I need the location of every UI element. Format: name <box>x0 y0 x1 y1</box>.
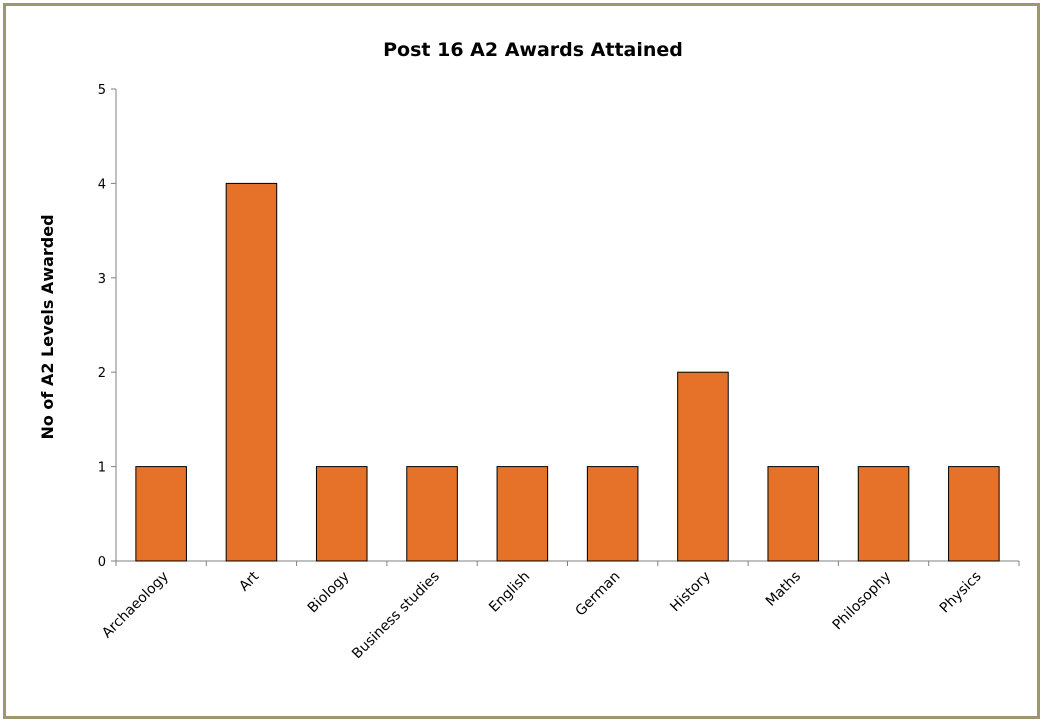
y-tick-label: 3 <box>98 272 106 287</box>
bar-art <box>225 182 278 562</box>
bar-history <box>677 371 729 562</box>
chart-frame: Post 16 A2 Awards Attained No of A2 Leve… <box>3 3 1040 719</box>
bar-philosophy <box>857 466 910 562</box>
x-tick-label: Philosophy <box>830 569 895 634</box>
x-tick-label: History <box>667 569 714 616</box>
bar-biology <box>315 466 368 562</box>
x-tick-label: German <box>573 569 624 620</box>
y-tick-label: 5 <box>98 83 106 98</box>
y-tick-label: 2 <box>98 366 106 381</box>
y-tick-label: 1 <box>98 461 106 476</box>
bar-german <box>586 466 639 562</box>
x-tick-label: Maths <box>763 569 804 610</box>
y-tick-labels: 0 1 2 3 4 5 <box>98 83 106 570</box>
x-tick-label: English <box>486 569 533 616</box>
bar-business-studies <box>406 466 458 562</box>
x-tick-label: Physics <box>937 569 985 617</box>
bar-english <box>496 466 549 562</box>
bar-chart: Post 16 A2 Awards Attained No of A2 Leve… <box>38 39 1020 662</box>
chart-title: Post 16 A2 Awards Attained <box>383 39 683 61</box>
y-axis-label: No of A2 Levels Awarded <box>38 214 57 439</box>
y-tick-label: 0 <box>98 555 106 570</box>
bars <box>135 182 1000 562</box>
bar-archaeology <box>135 466 187 562</box>
bar-physics <box>948 466 1000 562</box>
x-tick-label: Biology <box>305 569 353 617</box>
y-tick-label: 4 <box>98 177 106 192</box>
x-tick-label: Archaeology <box>99 569 172 642</box>
x-tick-label: Art <box>236 568 262 594</box>
x-tick-label: Business studies <box>349 569 443 663</box>
bar-maths <box>767 466 820 562</box>
